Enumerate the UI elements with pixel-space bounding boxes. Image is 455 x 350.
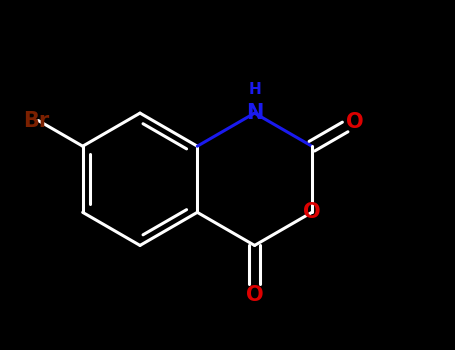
- Text: O: O: [303, 202, 321, 222]
- Text: O: O: [346, 112, 363, 132]
- Text: N: N: [246, 103, 263, 123]
- Text: O: O: [246, 285, 263, 304]
- Text: Br: Br: [23, 111, 49, 131]
- Text: H: H: [248, 82, 261, 97]
